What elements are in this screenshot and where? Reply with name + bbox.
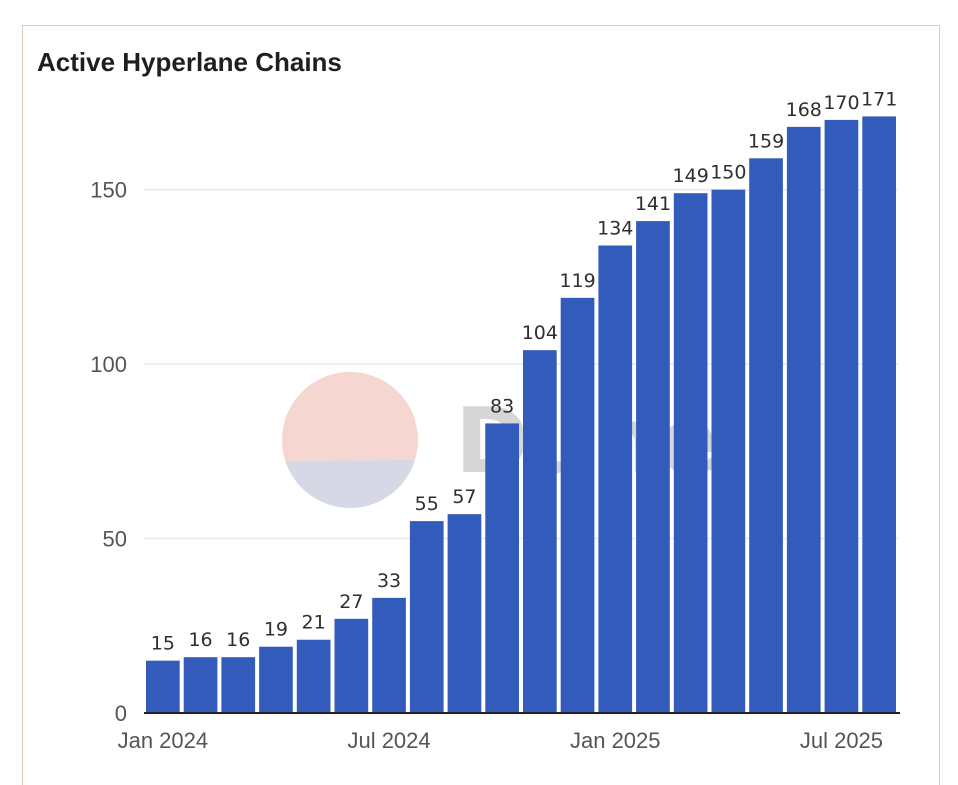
data-label: 159 bbox=[748, 130, 784, 152]
data-label: 83 bbox=[490, 395, 514, 417]
data-label: 16 bbox=[188, 629, 212, 651]
bars bbox=[146, 116, 896, 714]
bar[interactable] bbox=[523, 350, 557, 713]
bar[interactable] bbox=[862, 116, 896, 714]
x-axis-ticks: Jan 2024 Jul 2024 Jan 2025 Jul 2025 bbox=[118, 728, 883, 753]
data-label: 33 bbox=[377, 570, 401, 592]
data-label: 27 bbox=[339, 591, 363, 613]
y-tick-label: 100 bbox=[90, 352, 127, 377]
y-tick-label: 0 bbox=[115, 701, 127, 726]
data-label: 15 bbox=[151, 633, 175, 655]
data-label: 16 bbox=[226, 629, 250, 651]
bar[interactable] bbox=[146, 660, 180, 713]
x-tick-label: Jul 2025 bbox=[800, 728, 883, 753]
dune-logo-icon bbox=[282, 372, 419, 508]
data-label: 170 bbox=[823, 92, 859, 114]
bar[interactable] bbox=[259, 646, 293, 713]
chart-title: Active Hyperlane Chains bbox=[37, 47, 342, 77]
data-label: 141 bbox=[635, 193, 671, 215]
data-label: 19 bbox=[264, 619, 288, 641]
bar[interactable] bbox=[372, 597, 406, 713]
x-tick-label: Jan 2024 bbox=[118, 728, 209, 753]
x-tick-label: Jul 2024 bbox=[347, 728, 430, 753]
bar[interactable] bbox=[296, 639, 331, 713]
data-label: 55 bbox=[415, 493, 439, 515]
data-label: 168 bbox=[786, 99, 822, 121]
bar[interactable] bbox=[447, 514, 482, 713]
data-label: 104 bbox=[522, 322, 558, 344]
y-tick-label: 50 bbox=[103, 527, 127, 552]
bar[interactable] bbox=[824, 119, 859, 714]
bar[interactable] bbox=[221, 657, 256, 713]
dune-logo-top-half bbox=[282, 372, 419, 462]
y-axis-ticks: 0 50 100 150 bbox=[90, 178, 127, 726]
bar[interactable] bbox=[183, 657, 218, 713]
data-label: 57 bbox=[452, 486, 476, 508]
dune-logo-bottom-half bbox=[285, 459, 416, 508]
data-label: 21 bbox=[302, 612, 326, 634]
bar-chart: Dune 15161619212733555783104119134141149… bbox=[90, 88, 900, 753]
data-label: 149 bbox=[673, 165, 709, 187]
bar[interactable] bbox=[598, 245, 633, 713]
bar[interactable] bbox=[485, 423, 519, 713]
bar[interactable] bbox=[786, 126, 821, 714]
data-label: 150 bbox=[710, 162, 746, 184]
bar[interactable] bbox=[749, 158, 783, 714]
bar[interactable] bbox=[409, 521, 444, 713]
bar[interactable] bbox=[334, 618, 369, 713]
data-label: 134 bbox=[597, 218, 633, 240]
data-label: 171 bbox=[861, 88, 897, 110]
bar[interactable] bbox=[711, 189, 746, 713]
bar[interactable] bbox=[673, 193, 708, 713]
x-tick-label: Jan 2025 bbox=[570, 728, 661, 753]
bar[interactable] bbox=[560, 297, 595, 713]
y-tick-label: 150 bbox=[90, 178, 127, 203]
bar[interactable] bbox=[636, 221, 670, 713]
data-label: 119 bbox=[559, 270, 595, 292]
